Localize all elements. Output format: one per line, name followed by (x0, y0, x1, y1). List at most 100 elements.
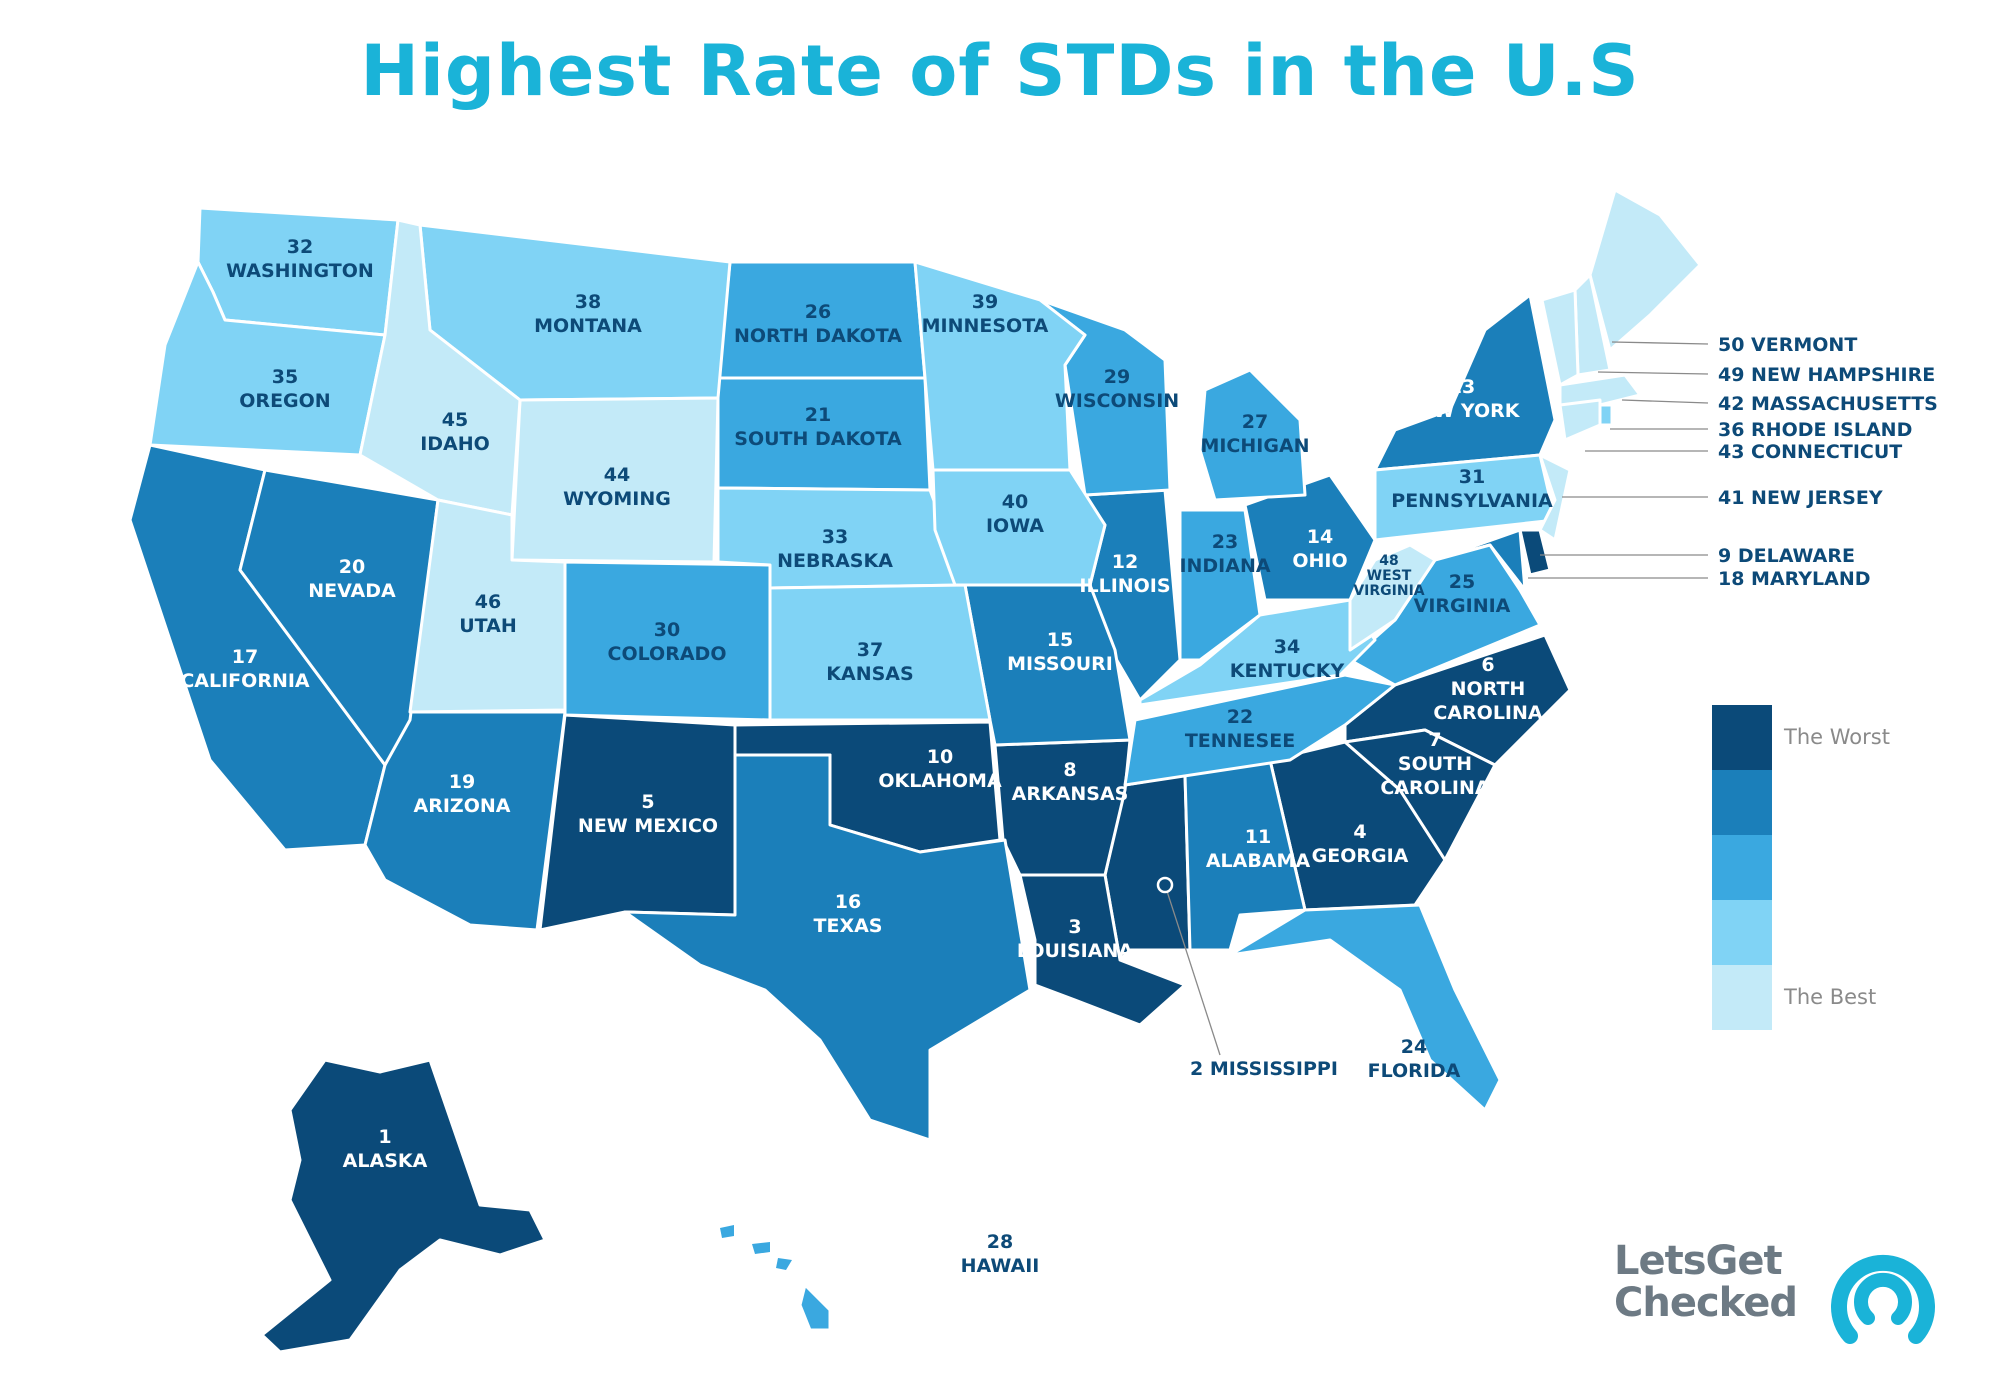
state-label-new-mexico: 5 NEW MEXICO (578, 791, 718, 837)
state-label-florida: 24 FLORIDA (1368, 1036, 1461, 1082)
leader-lines (1156, 341, 1709, 1056)
state-texas (623, 753, 1032, 1142)
state-label-kansas: 37 KANSAS (826, 639, 913, 685)
state-label-north-dakota: 26 NORTH DAKOTA (734, 301, 902, 347)
state-label-kentucky: 34 KENTUCKY (1230, 636, 1345, 682)
state-label-illinois: 12 ILLINOIS (1079, 551, 1170, 597)
state-label-new-york: 13 NEW YORK (1404, 376, 1520, 422)
state-label-tennessee: 22 TENNESEE (1185, 706, 1295, 752)
state-alaska (260, 1058, 547, 1354)
state-arizona (363, 710, 567, 932)
state-label-utah: 46 UTAH (459, 591, 517, 637)
state-hawaii-island-2 (752, 1242, 770, 1254)
state-michigan (1198, 368, 1307, 502)
mississippi-marker (1156, 876, 1174, 894)
state-label-indiana: 23 INDIANA (1179, 531, 1270, 577)
state-label-idaho: 45 IDAHO (420, 409, 490, 455)
state-label-iowa: 40 IOWA (986, 491, 1044, 537)
state-florida (1228, 903, 1502, 1112)
state-label-alabama: 11 ALABAMA (1206, 826, 1311, 872)
location-ring-icon (1831, 1254, 1935, 1344)
state-colorado (563, 560, 772, 722)
state-label-mississippi: 2 MISSISSIPPI (1190, 1058, 1338, 1080)
state-label-massachusetts: 42 MASSACHUSETTS (1718, 393, 1938, 415)
state-label-rhode-island: 36 RHODE ISLAND (1718, 419, 1912, 441)
state-label-louisiana: 3 LOUISIANA (1017, 916, 1133, 962)
state-tennessee (1123, 673, 1397, 787)
state-label-maryland: 18 MARYLAND (1718, 568, 1871, 590)
brand-logo: LetsGet Checked (1614, 1238, 1935, 1350)
legend-swatch-3 (1712, 835, 1772, 900)
state-label-arizona: 19 ARIZONA (414, 771, 511, 817)
state-label-pennsylvania: 31 PENNSYLVANIA (1391, 466, 1553, 512)
state-kansas (768, 583, 992, 722)
leader-line-mississippi (1164, 884, 1221, 1056)
state-label-north-carolina: 6 NORTH CAROLINA (1433, 654, 1543, 724)
state-nevada (238, 468, 440, 767)
state-label-texas: 16 TEXAS (814, 891, 883, 937)
state-label-ohio: 14 OHIO (1292, 526, 1347, 572)
state-south-carolina (1343, 728, 1497, 862)
state-label-nevada: 20 NEVADA (308, 556, 396, 602)
state-label-california: 17 CALIFORNIA (180, 646, 310, 692)
state-connecticut (1558, 398, 1602, 442)
legend-worst-label: The Worst (1784, 725, 1890, 749)
state-label-colorado: 30 COLORADO (608, 619, 727, 665)
state-label-arkansas: 8 ARKANSAS (1012, 759, 1129, 805)
state-label-wyoming: 44 WYOMING (563, 464, 671, 510)
state-label-south-dakota: 21 SOUTH DAKOTA (734, 404, 902, 450)
state-indiana (1178, 508, 1262, 662)
state-iowa (931, 468, 1107, 587)
state-delaware (1518, 528, 1552, 577)
state-west-virginia (1348, 543, 1437, 652)
state-rhode-island (1598, 403, 1614, 427)
state-label-missouri: 15 MISSOURI (1007, 629, 1113, 675)
state-label-oregon: 35 OREGON (239, 366, 330, 412)
state-label-virginia: 25 VIRGINIA (1414, 571, 1511, 617)
state-label-vermont: 50 VERMONT (1718, 334, 1857, 356)
legend-swatch-4 (1712, 900, 1772, 965)
state-hawaii (798, 1283, 832, 1332)
logo-wordmark: LetsGet Checked (1614, 1238, 1798, 1326)
state-label-new-hampshire: 49 NEW HAMPSHIRE (1718, 364, 1935, 386)
state-label-delaware: 9 DELAWARE (1718, 545, 1855, 567)
state-label-oklahoma: 10 OKLAHOMA (878, 746, 1002, 792)
logo-line-2: Checked (1614, 1280, 1798, 1326)
state-massachusetts (1558, 373, 1642, 407)
state-hawaii-island-3 (776, 1258, 792, 1270)
map-title: Highest Rate of STDs in the U.S (360, 30, 1640, 112)
logo-line-1: LetsGet (1614, 1238, 1783, 1284)
state-minnesota (913, 260, 1087, 472)
state-label-alaska: 1 ALASKA (343, 1126, 428, 1172)
state-shapes (128, 188, 1702, 1354)
leader-line-vermont (1611, 341, 1709, 345)
legend-swatch-2 (1712, 770, 1772, 835)
state-label-michigan: 27 MICHIGAN (1200, 411, 1309, 457)
state-label-new-jersey: 41 NEW JERSEY (1718, 487, 1883, 509)
state-label-connecticut: 43 CONNECTICUT (1718, 441, 1902, 463)
state-vermont (1540, 288, 1580, 387)
state-maine (1588, 188, 1702, 352)
legend-swatch-worst (1712, 705, 1772, 770)
legend-swatch-best (1712, 965, 1772, 1030)
leader-line-massachusetts (1621, 399, 1709, 404)
state-wyoming (510, 396, 720, 564)
state-new-jersey (1538, 453, 1572, 542)
state-label-south-carolina: 7 SOUTH CAROLINA (1380, 729, 1490, 799)
state-louisiana (1018, 873, 1187, 1027)
state-label-wisconsin: 29 WISCONSIN (1055, 366, 1179, 412)
state-ohio (1243, 473, 1377, 602)
state-label-west-virginia: 48 WEST VIRGINIA (1353, 553, 1424, 599)
state-hawaii-island-1 (720, 1225, 734, 1238)
state-label-minnesota: 39 MINNESOTA (922, 291, 1049, 337)
state-label-montana: 38 MONTANA (534, 291, 642, 337)
state-label-washington: 32 WASHINGTON (226, 236, 374, 282)
state-label-georgia: 4 GEORGIA (1312, 821, 1409, 867)
state-label-nebraska: 33 NEBRASKA (777, 526, 893, 572)
legend (1712, 705, 1772, 1030)
state-labels: 1 ALASKA 2 MISSISSIPPI 3 LOUISIANA 4 GEORGIA 5 N… (180, 236, 1938, 1277)
legend-best-label: The Best (1784, 985, 1877, 1009)
state-utah (408, 498, 567, 714)
state-label-hawaii: 28 HAWAII (961, 1231, 1040, 1277)
